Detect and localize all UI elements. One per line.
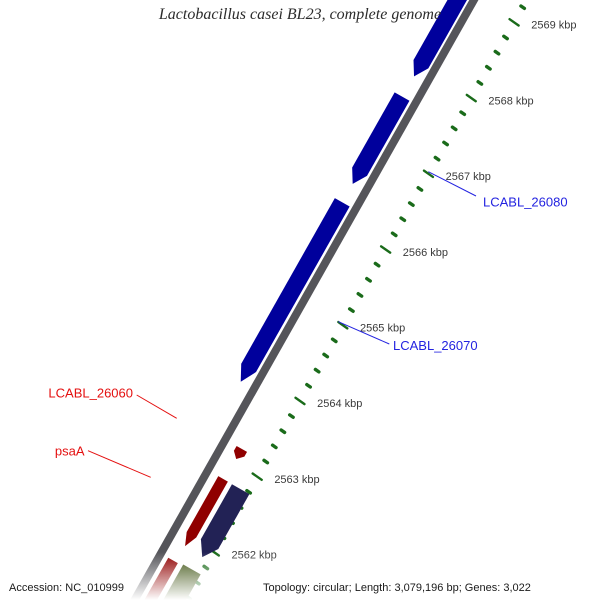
- svg-text:2567 kbp: 2567 kbp: [446, 171, 491, 183]
- svg-text:LCABL_26060: LCABL_26060: [48, 386, 133, 401]
- svg-text:2565 kbp: 2565 kbp: [360, 322, 405, 334]
- svg-text:LCABL_26080: LCABL_26080: [483, 195, 568, 210]
- svg-text:2568 kbp: 2568 kbp: [488, 95, 533, 107]
- svg-text:2566 kbp: 2566 kbp: [403, 247, 448, 259]
- svg-text:psaA: psaA: [55, 444, 85, 459]
- svg-text:LCABL_26070: LCABL_26070: [393, 338, 478, 353]
- svg-text:2564 kbp: 2564 kbp: [317, 398, 362, 410]
- svg-text:2563 kbp: 2563 kbp: [274, 474, 319, 486]
